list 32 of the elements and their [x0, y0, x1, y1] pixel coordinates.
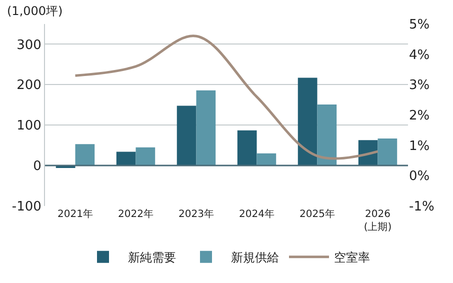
y2-tick-label: 3% — [409, 78, 430, 94]
y2-tick-label: 0% — [409, 169, 430, 184]
y-tick-label: 300 — [16, 38, 42, 53]
x-tick-label: 2024年 — [239, 208, 274, 220]
y-tick-label: 100 — [16, 118, 42, 134]
bar — [378, 138, 398, 166]
y2-tick-label: 4% — [409, 48, 430, 63]
y-tick-label: 0 — [33, 159, 42, 174]
y-axis-title: (1,000坪) — [7, 4, 63, 18]
bar — [136, 147, 156, 166]
bar — [116, 152, 136, 166]
legend-label: 新規供給 — [231, 250, 279, 265]
x-tick-label: 2022年 — [118, 208, 154, 220]
bar — [256, 153, 276, 166]
bar — [317, 104, 337, 166]
x-tick-label: 2021年 — [58, 208, 93, 220]
y-tick-label: -100 — [12, 200, 42, 215]
y2-tick-label: 2% — [409, 108, 430, 124]
bar — [75, 144, 95, 166]
y2-tick-label: -1% — [409, 200, 434, 215]
legend-label: 空室率 — [334, 250, 370, 265]
legend-label: 新純需要 — [128, 250, 176, 265]
x-tick-label: 2026 (上期) — [364, 209, 392, 233]
bar — [298, 78, 318, 166]
x-tick-label: 2025年 — [300, 208, 335, 220]
bar — [196, 90, 216, 166]
bar — [176, 106, 196, 166]
bar — [237, 130, 257, 166]
x-tick-label: 2023年 — [178, 208, 214, 220]
y-tick-label: 200 — [16, 78, 42, 94]
y2-tick-label: 1% — [409, 138, 430, 154]
y2-tick-label: 5% — [409, 18, 430, 33]
